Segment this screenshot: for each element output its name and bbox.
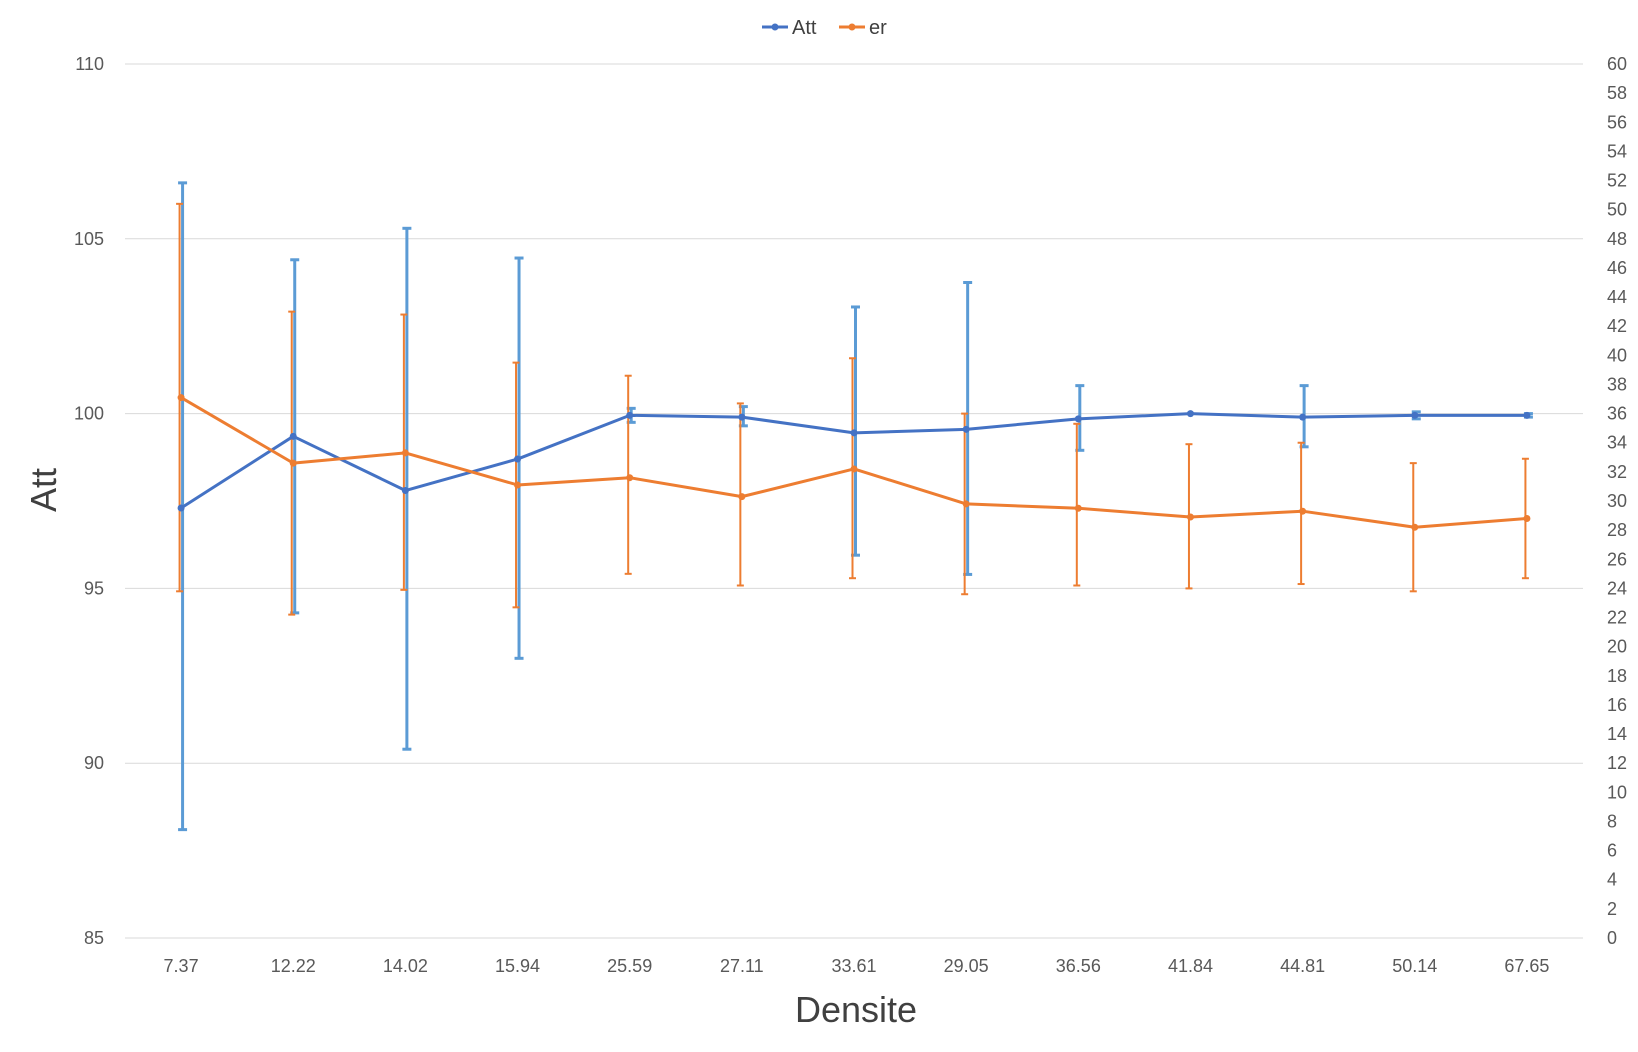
y2-tick-label: 22 — [1607, 608, 1627, 628]
gridlines — [125, 63, 1583, 939]
data-point-Att — [1186, 410, 1194, 418]
data-point-er — [962, 500, 970, 508]
y-tick-label: 90 — [84, 753, 104, 773]
y2-tick-label: 54 — [1607, 141, 1627, 161]
data-point-er — [1411, 523, 1419, 531]
x-tick-label: 36.56 — [1056, 956, 1101, 976]
legend-label-Att: Att — [792, 17, 817, 39]
data-point-Att — [1411, 411, 1419, 419]
data-point-er — [177, 394, 185, 402]
y-tick-label: 105 — [74, 229, 104, 249]
y2-tick-label: 46 — [1607, 258, 1627, 278]
y2-tick-label: 50 — [1607, 200, 1627, 220]
x-axis-ticks: 7.37 12.22 14.02 15.94 25.59 27.11 33.61 29.05 3… — [164, 956, 1550, 976]
data-point-Att — [626, 411, 634, 419]
x-tick-label: 12.22 — [271, 956, 316, 976]
data-point-Att — [850, 429, 858, 437]
data-point-er — [738, 493, 746, 501]
data-point-er — [401, 449, 409, 457]
series-markers — [177, 394, 1531, 531]
y2-tick-label: 60 — [1607, 54, 1627, 74]
y2-tick-label: 24 — [1607, 578, 1627, 598]
legend-marker-er — [848, 23, 856, 31]
x-tick-label: 44.81 — [1280, 956, 1325, 976]
x-tick-label: 7.37 — [164, 956, 199, 976]
y-tick-label: 100 — [74, 404, 104, 424]
y-tick-label: 95 — [84, 578, 104, 598]
y2-tick-label: 14 — [1607, 724, 1627, 744]
data-point-er — [1299, 507, 1307, 515]
y2-tick-label: 0 — [1607, 928, 1617, 948]
y2-tick-label: 26 — [1607, 549, 1627, 569]
data-point-er — [289, 459, 297, 467]
y-axis-title: Att — [23, 468, 64, 512]
x-tick-label: 29.05 — [944, 956, 989, 976]
data-point-Att — [1299, 413, 1307, 421]
y2-tick-label: 38 — [1607, 374, 1627, 394]
x-tick-label: 25.59 — [607, 956, 652, 976]
data-point-Att — [1523, 411, 1531, 419]
legend-label-er: er — [869, 17, 887, 39]
x-tick-label: 27.11 — [720, 956, 764, 976]
x-tick-label: 50.14 — [1392, 956, 1437, 976]
y2-tick-label: 10 — [1607, 782, 1627, 802]
data-point-Att — [738, 413, 746, 421]
x-tick-label: 15.94 — [495, 956, 540, 976]
y2-tick-label: 12 — [1607, 753, 1627, 773]
y2-tick-label: 30 — [1607, 491, 1627, 511]
x-tick-label: 33.61 — [831, 956, 876, 976]
data-point-er — [514, 481, 522, 489]
y2-tick-label: 6 — [1607, 841, 1617, 861]
y2-tick-label: 48 — [1607, 229, 1627, 249]
y2-tick-label: 52 — [1607, 171, 1627, 191]
y2-tick-label: 40 — [1607, 345, 1627, 365]
y2-tick-label: 58 — [1607, 83, 1627, 103]
data-point-er — [626, 474, 634, 482]
y2-tick-label: 56 — [1607, 112, 1627, 132]
y2-tick-label: 18 — [1607, 666, 1627, 686]
data-point-er — [1523, 514, 1531, 522]
data-point-er — [850, 465, 858, 473]
x-axis-title: Densite — [795, 989, 917, 1030]
y2-tick-label: 28 — [1607, 520, 1627, 540]
y2-tick-label: 2 — [1607, 899, 1617, 919]
y2-tick-label: 32 — [1607, 462, 1627, 482]
y2-tick-label: 20 — [1607, 637, 1627, 657]
data-point-er — [1186, 513, 1194, 521]
y-tick-label: 85 — [84, 928, 104, 948]
y-axis-left-ticks: 85 90 95 100 105 110 — [74, 54, 104, 948]
y-axis-right-ticks: 0246810121416182022242628303234363840424… — [1607, 54, 1627, 948]
data-point-Att — [1074, 415, 1082, 423]
y2-tick-label: 16 — [1607, 695, 1627, 715]
y2-tick-label: 34 — [1607, 433, 1627, 453]
data-point-Att — [401, 487, 409, 495]
y2-tick-label: 4 — [1607, 870, 1617, 890]
x-tick-label: 67.65 — [1504, 956, 1549, 976]
data-point-Att — [514, 455, 522, 463]
y2-tick-label: 44 — [1607, 287, 1627, 307]
y2-tick-label: 42 — [1607, 316, 1627, 336]
data-point-Att — [289, 432, 297, 440]
data-point-Att — [962, 425, 970, 433]
y2-tick-label: 8 — [1607, 811, 1617, 831]
legend-marker-Att — [771, 23, 779, 31]
y-tick-label: 110 — [75, 54, 104, 74]
x-tick-label: 14.02 — [383, 956, 428, 976]
y2-tick-label: 36 — [1607, 404, 1627, 424]
x-tick-label: 41.84 — [1168, 956, 1213, 976]
data-point-Att — [177, 504, 185, 512]
legend: Att er — [762, 17, 887, 39]
data-point-er — [1074, 504, 1082, 512]
